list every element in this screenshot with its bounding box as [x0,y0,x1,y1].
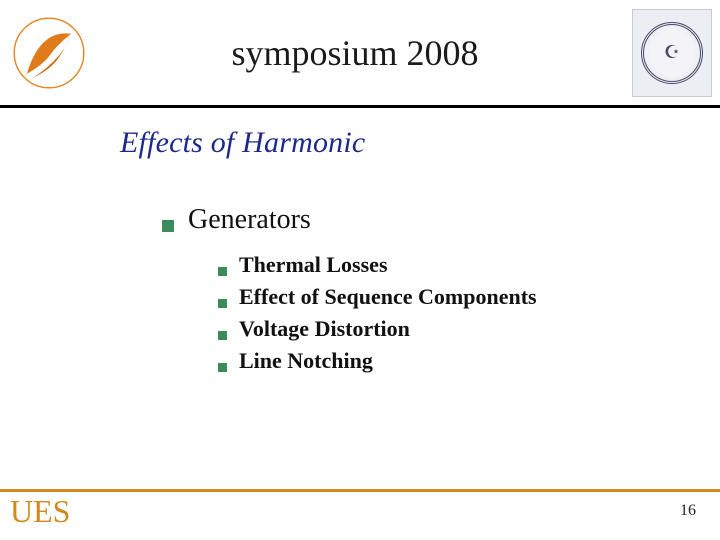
slide-header: symposium 2008 ☪ [0,0,720,105]
bullet-list: Thermal Losses Effect of Sequence Compon… [218,252,720,374]
square-bullet-icon [218,363,227,372]
seal-icon: ☪ [641,22,703,84]
slide-title: symposium 2008 [98,32,632,74]
list-item-text: Effect of Sequence Components [239,284,537,310]
list-item: Effect of Sequence Components [218,284,720,310]
list-item: Thermal Losses [218,252,720,278]
right-emblem: ☪ [632,9,712,97]
square-bullet-icon [218,299,227,308]
list-item: Voltage Distortion [218,316,720,342]
slide-subtitle: Effects of Harmonic [120,126,720,160]
slide-body: Effects of Harmonic Generators Thermal L… [0,108,720,374]
list-item-text: Voltage Distortion [239,316,410,342]
page-number: 16 [680,502,696,520]
leaf-icon [12,16,86,90]
square-bullet-icon [218,331,227,340]
square-bullet-icon [162,220,174,232]
footer-brand: UES [10,493,70,530]
main-section: Generators Thermal Losses Effect of Sequ… [162,204,720,374]
list-item-text: Thermal Losses [239,252,388,278]
footer-rule [0,489,720,492]
section-heading: Generators [188,204,311,236]
list-item-text: Line Notching [239,348,373,374]
section-heading-row: Generators [162,204,720,236]
square-bullet-icon [218,267,227,276]
left-logo [0,0,98,105]
list-item: Line Notching [218,348,720,374]
